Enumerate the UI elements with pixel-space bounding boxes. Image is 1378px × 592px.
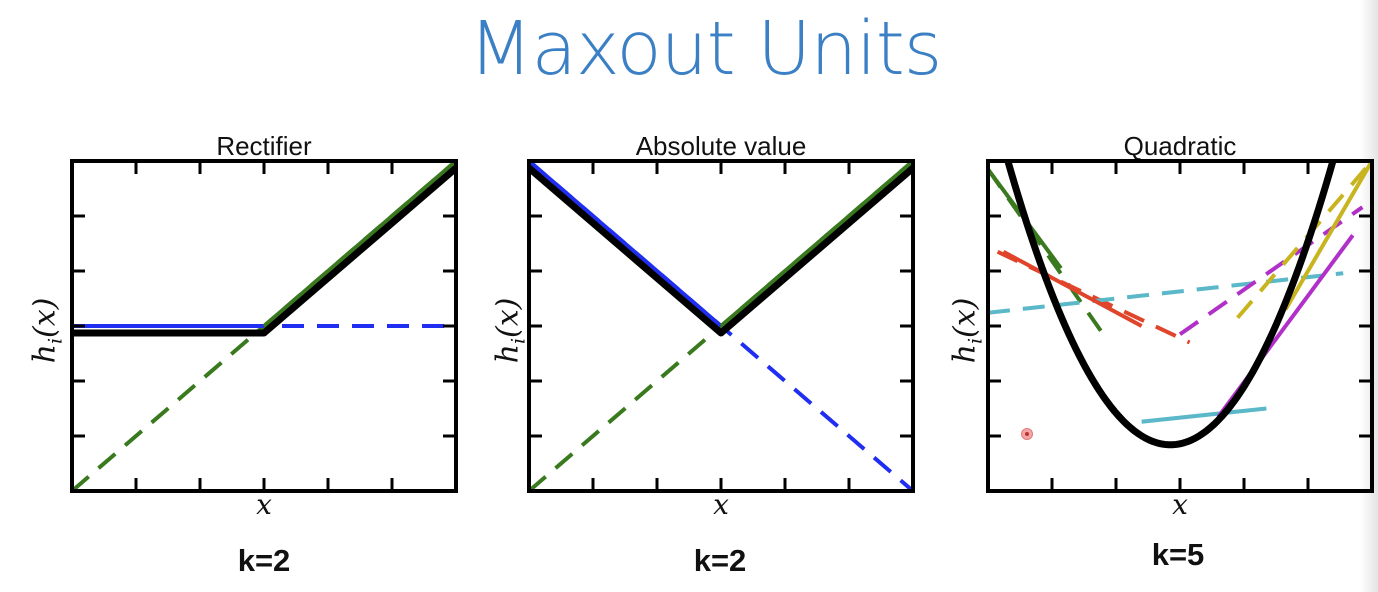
affine-piece-solid-0 xyxy=(529,161,723,328)
plot-absolute xyxy=(527,159,915,493)
k-label-quadratic: k=5 xyxy=(1151,537,1205,572)
affine-piece-solid-2 xyxy=(1141,406,1267,424)
plot-area xyxy=(529,161,913,491)
xlabel-absolute: x xyxy=(713,488,729,521)
plot-quadratic xyxy=(986,159,1374,493)
maxout-function-line xyxy=(529,165,913,337)
panel-title-rectifier: Rectifier xyxy=(216,131,312,161)
xlabel-quadratic: x xyxy=(1172,488,1188,521)
xlabel-rectifier: x xyxy=(256,488,272,521)
affine-piece-solid-1 xyxy=(719,161,913,328)
plot-area xyxy=(72,161,456,491)
plot-area xyxy=(988,161,1372,449)
affine-piece-dashed-2 xyxy=(988,271,1344,315)
maxout-function-line xyxy=(72,165,456,337)
k-label-rectifier: k=2 xyxy=(237,543,291,578)
slide-title: Maxout Units xyxy=(468,6,943,92)
pointer-dot xyxy=(1021,428,1033,440)
affine-piece-solid-4 xyxy=(1283,161,1372,311)
plot-rectifier xyxy=(70,159,458,493)
k-label-absolute: k=2 xyxy=(693,543,747,578)
affine-piece-solid-1 xyxy=(1002,249,1143,328)
affine-piece-solid-1 xyxy=(262,161,456,328)
panel-title-quadratic: Quadratic xyxy=(1123,131,1237,161)
panel-title-absolute: Absolute value xyxy=(635,131,807,161)
maxout-function-line xyxy=(1004,161,1337,449)
